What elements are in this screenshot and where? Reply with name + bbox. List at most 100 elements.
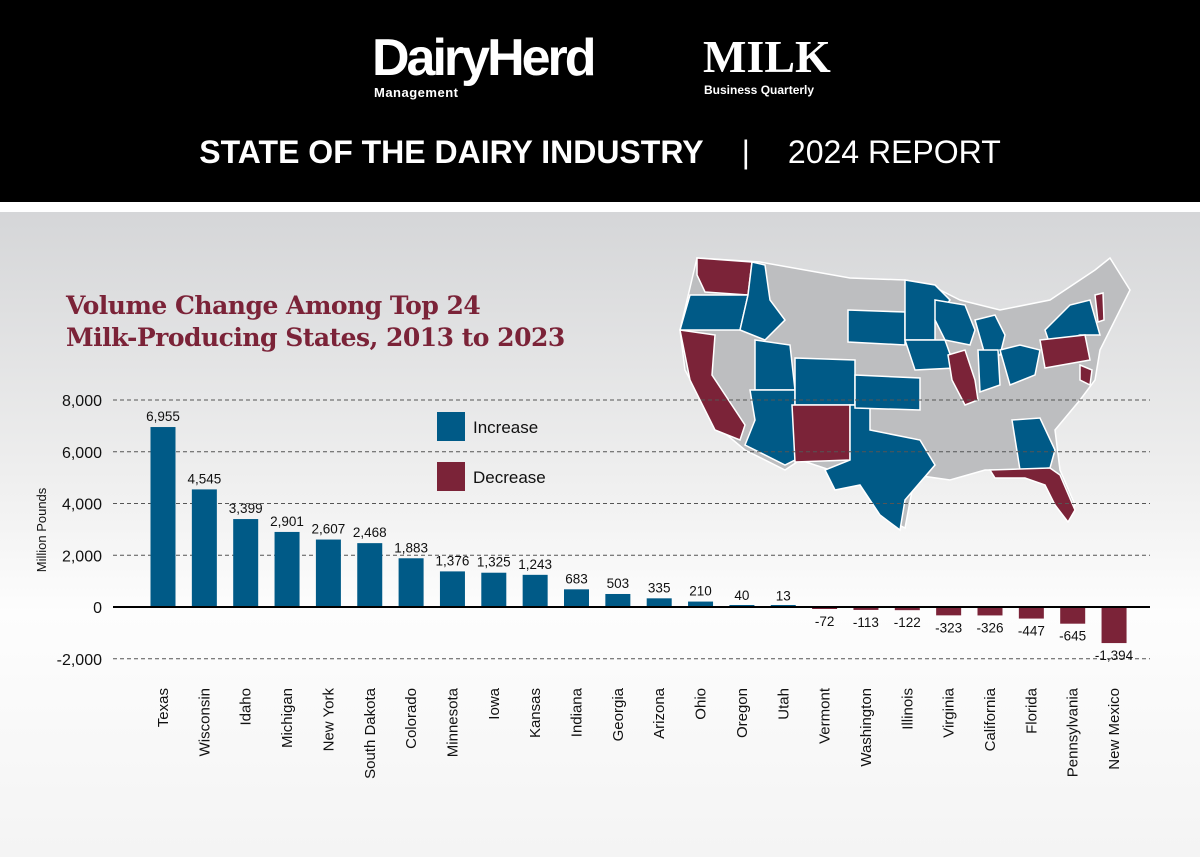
y-tick-label: 2,000 [62, 548, 102, 565]
data-label: 40 [734, 588, 749, 603]
x-tick-label: Ohio [693, 688, 710, 720]
data-label: 2,607 [312, 522, 346, 537]
bar-california [977, 607, 1003, 616]
bar-new-york [315, 539, 341, 607]
chart-title: Volume Change Among Top 24 Milk-Producin… [66, 290, 565, 354]
bar-kansas [522, 574, 548, 607]
map-state-ohio [999, 344, 1041, 387]
x-tick-label: Illinois [899, 688, 916, 730]
data-label: 6,955 [146, 409, 180, 424]
x-tick-label: New York [320, 688, 337, 752]
data-label: 1,883 [394, 540, 428, 555]
data-label: 1,325 [477, 555, 511, 570]
milk-logo: MILK [703, 31, 831, 82]
legend-swatch-increase [437, 412, 465, 441]
data-label: 683 [565, 571, 588, 586]
y-tick-label: 6,000 [62, 445, 102, 462]
data-label: 2,901 [270, 514, 304, 529]
data-label: -1,394 [1095, 648, 1134, 663]
data-label: 3,399 [229, 501, 263, 516]
x-tick-label: South Dakota [362, 687, 379, 779]
x-tick-label: Idaho [238, 688, 255, 726]
x-tick-label: Indiana [569, 687, 586, 737]
map-state-michigan [974, 314, 1006, 356]
data-label: -122 [894, 615, 921, 630]
bar-wisconsin [191, 489, 217, 607]
dairy-herd-logo: DairyHerd [372, 29, 597, 87]
map-state-pennsylvania [1039, 334, 1091, 369]
bar-colorado [398, 558, 424, 607]
bar-florida [1018, 607, 1044, 619]
x-tick-label: Washington [858, 688, 875, 767]
x-tick-label: Minnesota [444, 687, 461, 757]
bar-idaho [233, 519, 259, 607]
map-state-wisconsin [934, 299, 976, 346]
bar-virginia [936, 607, 962, 616]
legend-swatch-decrease [437, 462, 465, 491]
report-title-year: 2024 REPORT [787, 134, 1001, 170]
map-state-washington [696, 257, 753, 296]
data-label: -113 [853, 615, 879, 630]
bar-pennsylvania [1060, 607, 1086, 624]
y-tick-label: 8,000 [62, 393, 102, 410]
x-tick-label: Oregon [734, 688, 751, 738]
bar-washington [853, 607, 879, 610]
map-state-virginia [1079, 363, 1093, 387]
data-label: 503 [607, 576, 630, 591]
data-label: 210 [689, 584, 712, 599]
x-tick-label: Georgia [610, 687, 627, 741]
header: DairyHerd Management MILK Business Quart… [0, 0, 1200, 202]
map-state-georgia [1011, 417, 1056, 471]
y-axis-label: Million Pounds [34, 487, 49, 572]
map-state-florida [988, 467, 1076, 524]
legend-label-decrease: Decrease [473, 468, 546, 487]
x-tick-label: Colorado [403, 688, 420, 749]
bar-new-mexico [1101, 607, 1127, 644]
chart-title-line-1: Volume Change Among Top 24 [66, 291, 481, 320]
bar-texas [150, 427, 176, 607]
x-tick-label: Virginia [941, 687, 958, 737]
data-label: 4,545 [187, 471, 221, 486]
bar-illinois [894, 607, 920, 611]
data-label: 2,468 [353, 525, 387, 540]
bar-iowa [481, 572, 507, 607]
map-state-kansas [854, 374, 921, 411]
data-label: 1,376 [436, 553, 470, 568]
report-title-main: STATE OF THE DAIRY INDUSTRY [199, 134, 704, 170]
x-tick-label: Vermont [817, 687, 834, 744]
map-state-idaho [739, 261, 786, 341]
data-label: -645 [1059, 629, 1086, 644]
bar-indiana [564, 589, 589, 607]
bar-michigan [274, 531, 300, 607]
map-state-south-dakota [847, 309, 906, 346]
data-label: -326 [976, 620, 1003, 635]
title-separator: | [741, 134, 750, 170]
bar-arizona [646, 598, 672, 607]
bar-minnesota [439, 571, 465, 607]
data-label: 13 [776, 589, 791, 604]
map-state-vermont [1094, 292, 1105, 324]
chart-title-line-2: Milk-Producing States, 2013 to 2023 [66, 323, 565, 352]
map-state-indiana [977, 349, 1001, 394]
x-tick-label: California [982, 687, 999, 751]
x-tick-label: Texas [155, 688, 172, 727]
map-state-california [679, 329, 746, 441]
dairy-herd-logo-sub: Management [374, 85, 459, 100]
x-tick-label: Kansas [527, 688, 544, 738]
y-tick-label: 4,000 [62, 497, 102, 514]
x-tick-label: Michigan [279, 688, 296, 748]
x-tick-label: Iowa [486, 687, 503, 719]
map-state-texas [823, 404, 936, 532]
data-label: -72 [815, 614, 835, 629]
x-tick-label: Wisconsin [196, 688, 213, 756]
report-title: STATE OF THE DAIRY INDUSTRY | 2024 REPORT [0, 134, 1200, 171]
x-tick-label: Utah [775, 688, 792, 720]
milk-logo-sub: Business Quarterly [704, 83, 815, 97]
bar-south-dakota [357, 543, 383, 607]
x-tick-label: Arizona [651, 687, 668, 739]
x-tick-label: Florida [1023, 687, 1040, 734]
data-label: -447 [1018, 624, 1045, 639]
y-tick-label: -2,000 [57, 652, 102, 669]
